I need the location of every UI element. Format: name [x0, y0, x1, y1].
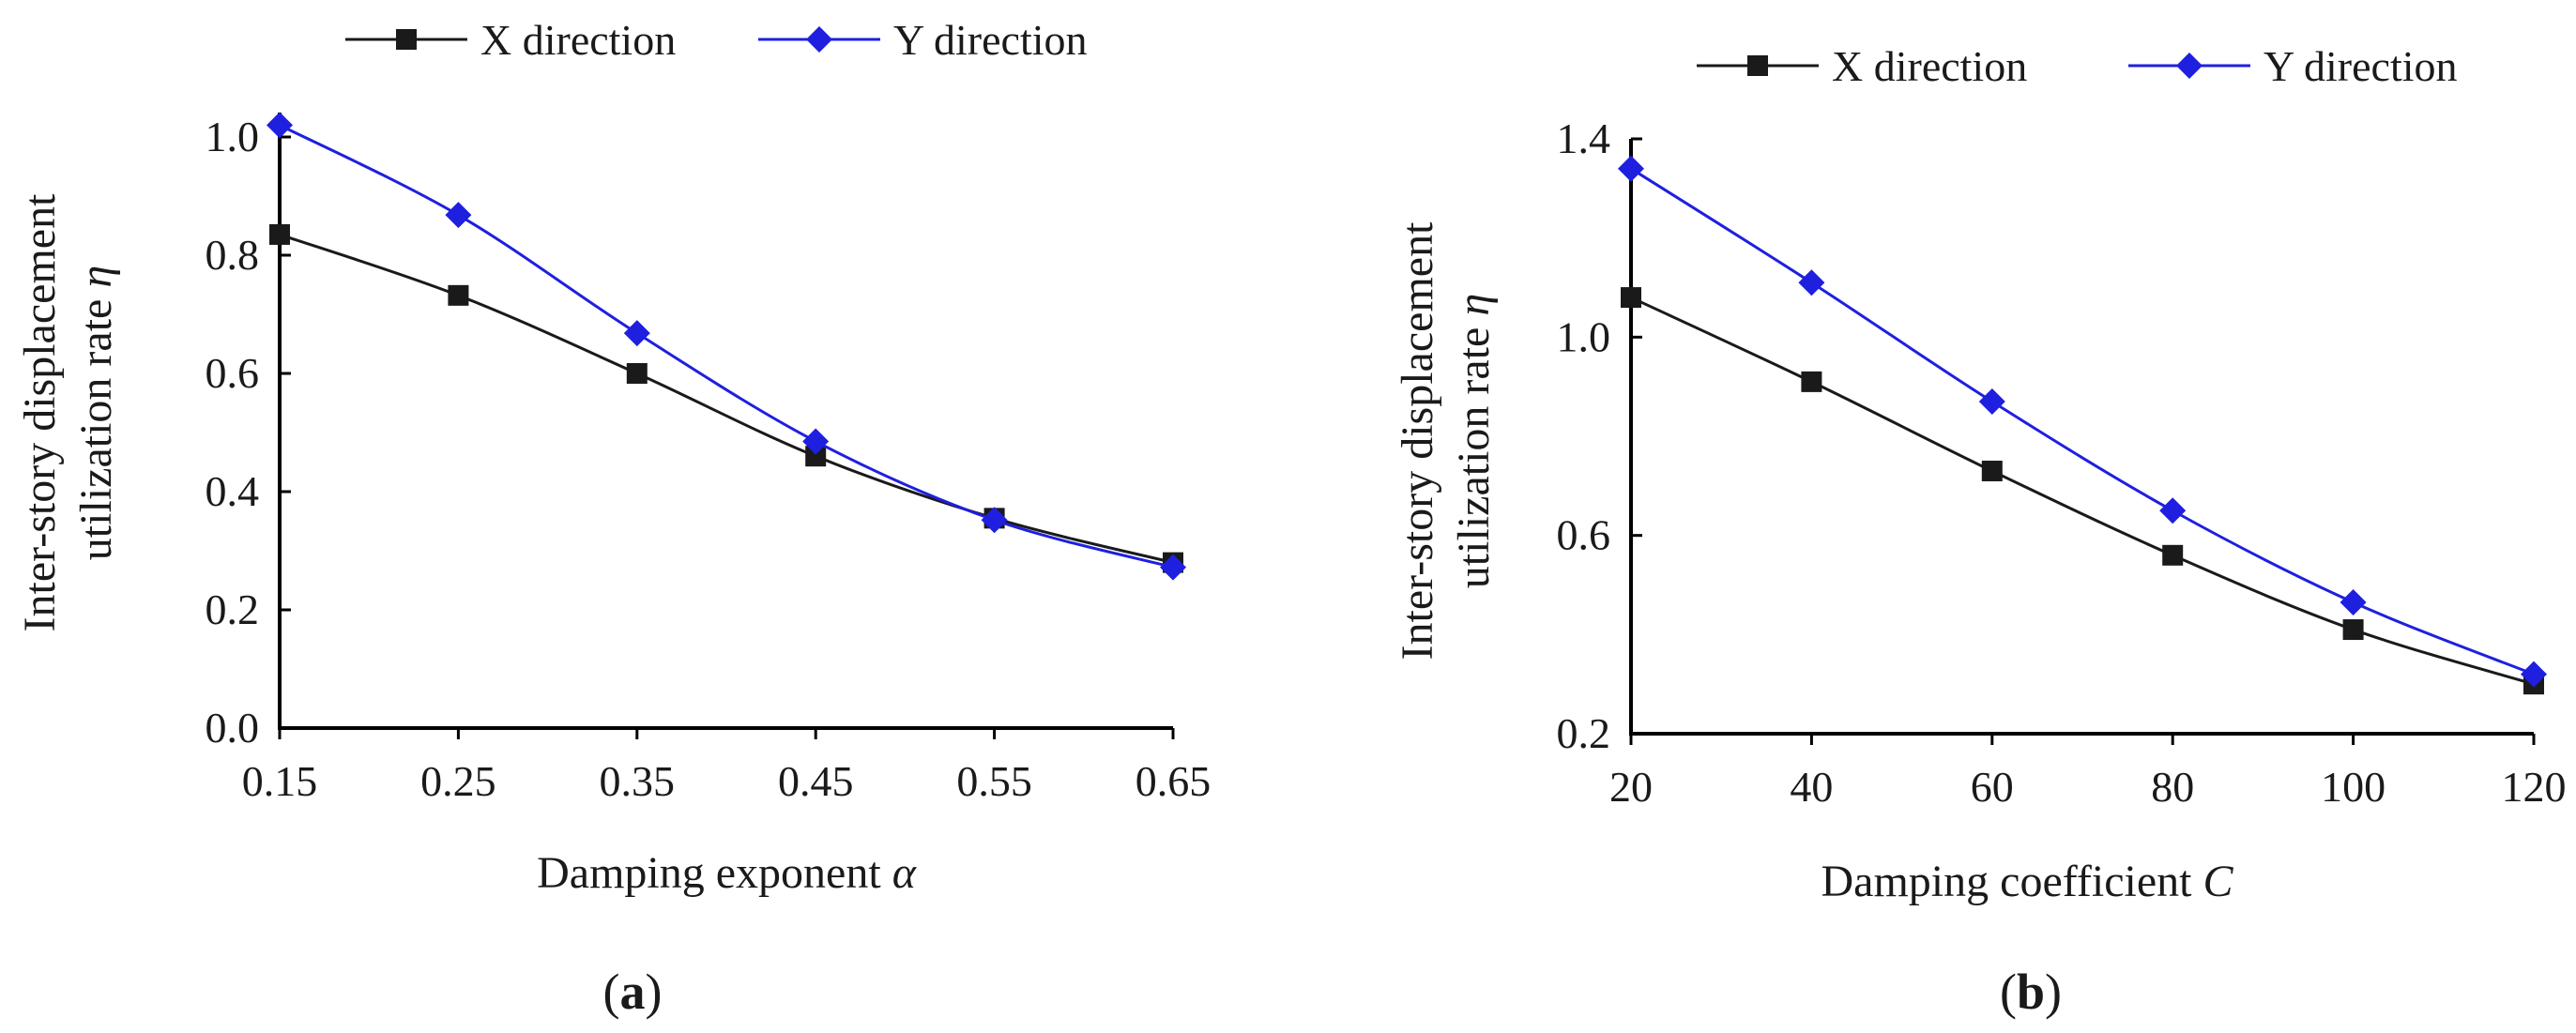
point-a-y-direction-1 [445, 202, 472, 229]
point-b-y-direction-3 [2159, 497, 2187, 524]
chart-panel-a: X direction Y direction Inter-story disp… [15, 16, 1211, 1020]
x-tick-label-a-0: 0.15 [242, 757, 318, 805]
point-b-x-direction-4 [2342, 619, 2364, 641]
y-tick-label-a-3: 0.6 [206, 349, 260, 397]
y-axis-title-a-text: utilization rate [71, 299, 121, 561]
y-tick-label-a-4: 0.8 [206, 231, 260, 279]
x-tick-label-b-3: 80 [2151, 763, 2194, 811]
x-tick-label-b-4: 100 [2321, 763, 2385, 811]
y-tick-label-a-0: 0.0 [206, 704, 260, 752]
legend-b-y-label: Y direction [2264, 42, 2458, 90]
panel-label-b-letter: b [2017, 964, 2045, 1020]
x-tick-label-a-2: 0.35 [600, 757, 676, 805]
x-axis-title-a: Damping exponent α [537, 848, 917, 898]
point-a-x-direction-1 [448, 284, 469, 306]
point-b-x-direction-3 [2162, 544, 2184, 566]
y-tick-label-b-0: 0.2 [1557, 709, 1611, 757]
legend-b-x-marker [1747, 55, 1768, 76]
x-axis-title-b-text: Damping coefficient [1821, 857, 2193, 906]
chart-panel-b: X direction Y direction Inter-story disp… [1393, 42, 2567, 1020]
x-ticks-b: 20 40 60 80 100 120 [1609, 734, 2567, 811]
y-tick-label-a-5: 1.0 [206, 113, 260, 160]
legend-b-y-marker [2176, 53, 2203, 79]
x-axis-title-b: Damping coefficient C [1821, 857, 2234, 906]
series-line-a-x-direction [279, 233, 1174, 565]
point-a-x-direction-2 [626, 363, 648, 384]
panel-label-a-letter: a [620, 964, 646, 1020]
point-a-y-direction-0 [267, 112, 293, 139]
y-ticks-a: 0.0 0.2 0.4 0.6 0.8 1.0 [206, 113, 291, 752]
legend-a-x-label: X direction [480, 16, 676, 64]
x-axis-title-a-symbol: α [892, 848, 917, 898]
panel-label-a: (a) [603, 964, 663, 1020]
point-b-y-direction-2 [1978, 388, 2005, 416]
legend-a: X direction Y direction [345, 16, 1088, 64]
point-a-y-direction-4 [981, 507, 1008, 534]
y-ticks-b: 0.2 0.6 1.0 1.4 [1557, 114, 1642, 757]
point-b-y-direction-0 [1618, 155, 1644, 182]
legend-b-x-direction: X direction [1697, 42, 2027, 90]
point-b-x-direction-1 [1801, 371, 1822, 392]
point-a-y-direction-2 [623, 320, 650, 347]
y-axis-title-b: Inter-story displacement utilization rat… [1393, 221, 1499, 661]
legend-b-y-direction: Y direction [2128, 42, 2458, 90]
legend-a-x-direction: X direction [345, 16, 676, 64]
y-axis-title-b-line1: Inter-story displacement [1393, 221, 1442, 661]
y-tick-label-b-2: 1.0 [1557, 312, 1611, 360]
legend-b: X direction Y direction [1697, 42, 2458, 90]
point-b-y-direction-4 [2340, 588, 2367, 615]
series-b [1618, 155, 2547, 695]
y-axis-title-b-line2: utilization rate η [1449, 294, 1499, 588]
panel-label-b: (b) [2000, 964, 2062, 1020]
point-b-x-direction-0 [1621, 287, 1641, 309]
point-a-y-direction-3 [802, 428, 830, 455]
legend-a-y-direction: Y direction [758, 16, 1088, 64]
series-line-a-y-direction [279, 124, 1174, 570]
point-a-y-direction-5 [1160, 554, 1186, 581]
legend-a-x-marker [396, 29, 417, 50]
y-axis-title-a-line2: utilization rate η [71, 266, 121, 560]
x-tick-label-a-4: 0.55 [956, 757, 1032, 805]
legend-a-y-marker [806, 26, 832, 53]
x-tick-label-b-5: 120 [2502, 763, 2567, 811]
y-tick-label-b-1: 0.6 [1557, 511, 1611, 559]
x-tick-label-a-3: 0.45 [778, 757, 854, 805]
y-tick-label-a-2: 0.4 [206, 467, 260, 515]
x-ticks-a: 0.15 0.25 0.35 0.45 0.55 0.65 [242, 728, 1212, 805]
point-a-x-direction-3 [805, 446, 827, 467]
point-a-x-direction-0 [269, 223, 290, 245]
y-axis-title-b-text: utilization rate [1449, 327, 1499, 589]
legend-b-x-label: X direction [1832, 42, 2027, 90]
series-line-b-x-direction [1630, 296, 2535, 686]
x-tick-label-b-1: 40 [1790, 763, 1833, 811]
y-axis-title-a: Inter-story displacement utilization rat… [15, 193, 121, 632]
y-axis-title-b-symbol: η [1449, 294, 1499, 316]
x-tick-label-a-1: 0.25 [420, 757, 496, 805]
y-axis-title-a-line1: Inter-story displacement [15, 193, 65, 632]
series-line-b-y-direction [1630, 167, 2535, 676]
x-axis-title-b-symbol: C [2203, 857, 2233, 906]
series-a [267, 112, 1186, 581]
point-b-x-direction-2 [1981, 460, 2003, 481]
y-tick-label-b-3: 1.4 [1557, 114, 1611, 162]
x-tick-label-a-5: 0.65 [1136, 757, 1212, 805]
legend-a-y-label: Y direction [893, 16, 1088, 64]
point-b-y-direction-5 [2521, 661, 2547, 688]
x-axis-title-a-text: Damping exponent [537, 848, 881, 898]
point-b-y-direction-1 [1798, 269, 1825, 296]
x-tick-label-b-0: 20 [1609, 763, 1653, 811]
x-tick-label-b-2: 60 [1971, 763, 2014, 811]
y-axis-title-a-symbol: η [71, 266, 121, 288]
y-tick-label-a-1: 0.2 [206, 585, 260, 633]
